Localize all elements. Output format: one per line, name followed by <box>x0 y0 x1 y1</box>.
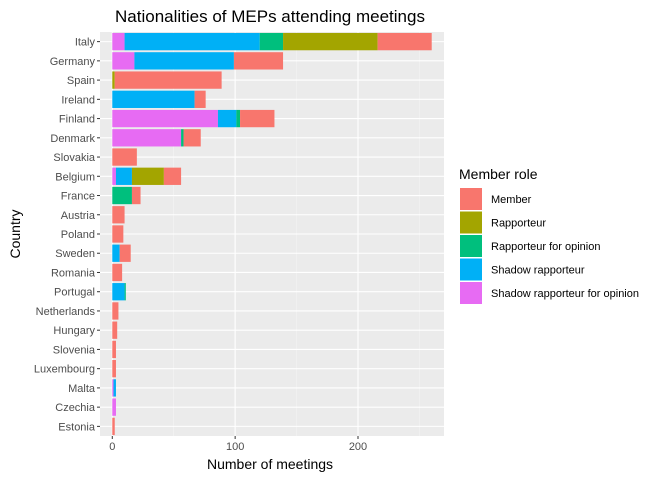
bar-segment <box>112 129 182 147</box>
y-tick-label: Netherlands <box>36 306 96 318</box>
y-tick-label: Czechia <box>55 402 96 414</box>
legend-label: Shadow rapporteur <box>491 265 585 277</box>
bar-segment <box>112 109 218 128</box>
bar-segment <box>112 340 116 359</box>
y-tick-labels: Italy Germany Spain Ireland Finland Denmark Sl… <box>34 37 100 433</box>
bar-segment <box>112 398 116 416</box>
legend-key <box>460 188 482 210</box>
bar-segment <box>119 244 131 262</box>
bar-segment <box>259 32 284 51</box>
bar-segment <box>114 71 222 89</box>
bar-segment <box>217 109 237 128</box>
bar-segment <box>124 283 126 301</box>
bar-segment <box>112 302 119 320</box>
y-tick-label: Romania <box>51 267 96 279</box>
bar-segment <box>112 283 125 301</box>
legend-label: Rapporteur for opinion <box>491 241 600 253</box>
y-tick-label: Slovenia <box>53 344 96 356</box>
legend: Member role Member Rapporteur Rapporteur f… <box>459 166 639 304</box>
y-tick-label: Portugal <box>54 287 95 299</box>
bar-segment <box>236 109 241 128</box>
bar-segment <box>112 52 135 70</box>
legend-key <box>460 235 482 257</box>
x-tick-label: 0 <box>109 441 115 453</box>
bar-segment <box>112 244 120 262</box>
bar-segment <box>112 225 124 243</box>
chart-title: Nationalities of MEPs attending meetings <box>115 7 425 26</box>
bar-segment <box>163 167 182 185</box>
y-tick-label: France <box>61 191 95 203</box>
bar-segment <box>233 52 284 70</box>
bar-segment <box>240 109 275 128</box>
legend-key <box>460 258 482 281</box>
bar-segment <box>283 32 378 51</box>
y-tick-label: Sweden <box>55 248 95 260</box>
bar-segment <box>112 360 116 378</box>
bar-segment <box>131 167 164 185</box>
bar-segment <box>124 32 260 51</box>
legend-label: Member <box>491 194 532 206</box>
legend-label: Rapporteur <box>491 218 546 230</box>
bar-segment <box>115 167 132 185</box>
bar-segment <box>112 32 125 51</box>
y-tick-label: Finland <box>59 114 95 126</box>
y-tick-label: Hungary <box>53 325 95 337</box>
bar-segment <box>112 186 132 205</box>
bar-segment <box>112 206 125 224</box>
bar-segment <box>112 379 114 397</box>
y-tick-label: Poland <box>61 229 95 241</box>
legend-key <box>460 282 482 304</box>
y-tick-label: Ireland <box>61 94 95 106</box>
bar-segment <box>112 90 195 108</box>
bar-segment <box>112 148 137 166</box>
y-tick-label: Slovakia <box>53 152 95 164</box>
y-axis-title: Country <box>7 209 23 258</box>
y-tick-label: Austria <box>61 210 96 222</box>
bars <box>112 32 432 436</box>
bar-segment <box>112 417 115 436</box>
y-tick-label: Germany <box>50 56 96 68</box>
bar-segment <box>112 167 116 185</box>
y-tick-label: Luxembourg <box>34 364 95 376</box>
legend-title: Member role <box>459 166 538 182</box>
y-tick-label: Spain <box>67 75 95 87</box>
bar-segment <box>183 129 201 147</box>
legend-label: Shadow rapporteur for opinion <box>491 288 639 300</box>
legend-key <box>460 211 482 234</box>
bar-segment <box>134 52 234 70</box>
bar-segment <box>181 129 184 147</box>
x-axis-title: Number of meetings <box>207 456 333 472</box>
bar-segment <box>113 379 116 397</box>
x-tick-label: 200 <box>349 441 367 453</box>
bar-segment <box>112 71 115 89</box>
x-tick-labels: 0 100 200 <box>109 436 367 453</box>
y-tick-label: Malta <box>68 383 96 395</box>
bar-segment <box>112 321 118 339</box>
y-tick-label: Estonia <box>58 421 96 433</box>
bar-segment <box>377 32 432 51</box>
y-tick-label: Belgium <box>55 171 95 183</box>
y-tick-label: Italy <box>75 37 96 49</box>
bar-segment <box>194 90 206 108</box>
bar-segment <box>131 186 141 205</box>
x-tick-label: 100 <box>226 441 244 453</box>
bar-segment <box>112 263 123 282</box>
y-tick-label: Denmark <box>50 133 95 145</box>
